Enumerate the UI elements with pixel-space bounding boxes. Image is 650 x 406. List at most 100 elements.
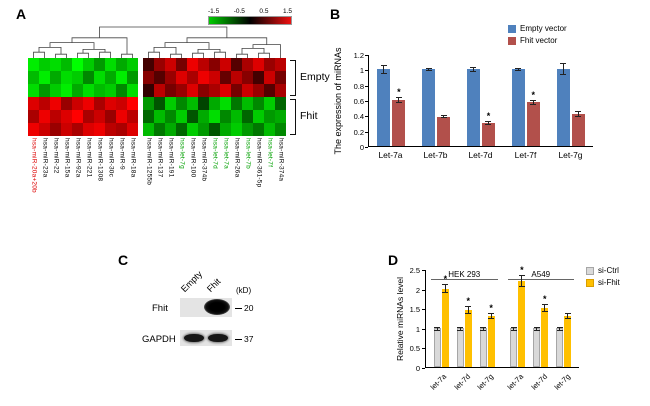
heatmap-cell [72,71,83,84]
bar [433,326,441,367]
error-bar [560,63,567,76]
significance-asterisk: * [443,273,448,284]
bar-group: * [511,55,540,146]
lane-label-empty: Empty [178,268,205,294]
heatmap-cell [50,58,61,71]
bar [511,67,525,146]
bar: * [526,90,540,146]
colorscale-tick: -1.5 [208,8,220,15]
y-tick-label: 1 [415,324,420,334]
heatmap-cell [264,110,275,123]
x-category-label: Let-7g [558,150,583,160]
legend-item: Fhit vector [508,36,567,45]
heatmap-cell [231,110,242,123]
heatmap-cell [28,110,39,123]
y-tick-mark [365,131,368,133]
bar [377,64,391,146]
heatmap-label-slot: hsa-let-7g [176,138,187,193]
heatmap-label-slot: hsa-miR-1255b [143,138,154,193]
x-category-label: let-7g [552,372,573,392]
error-bar [530,100,537,105]
heatmap-cell [242,71,253,84]
heatmap-label-slot: hsa-miR-100 [187,138,198,193]
error-bar [556,326,563,331]
x-category-label: Let-7b [423,150,448,160]
heatmap-cell [105,71,116,84]
b-x-labels: Let-7a Let-7b Let-7d Let-7f Let-7g [368,150,593,160]
heatmap-label-slot: hsa-miR-92a [72,138,83,193]
bar: * [392,87,406,146]
error-bar [515,67,522,71]
marker-20: 20 [235,303,253,313]
heatmap-cell [72,123,83,136]
x-label-group: let-7a let-7d let-7g [502,370,579,398]
heatmap-cell [198,58,209,71]
heatmap-cell [242,97,253,110]
dendrogram-branch [241,48,265,55]
error-bar [533,326,540,331]
heatmap-cell [39,110,50,123]
bar-cluster: * [433,274,449,367]
significance-asterisk: * [466,296,470,307]
heatmap-cell [187,71,198,84]
panel-b-label: B [330,6,341,22]
d-y-tick-labels: 0 0.5 1 1.5 2 2.5 [404,266,422,373]
group-header: A549 [507,270,574,280]
kd-label: (kD) [236,286,252,295]
heatmap-column-label: hsa-miR-374a [277,138,285,182]
d-legend: si-Ctrl si-Fhit [586,266,620,287]
heatmap-cell [143,97,154,110]
bar [422,67,436,146]
heatmap-label-slot: hsa-miR-26a [231,138,242,193]
heatmap-cell [253,84,264,97]
heatmap-cell [187,84,198,97]
heatmap-cell [165,71,176,84]
heatmap-label-slot: hsa-miR-1308 [94,138,105,193]
heatmap-cell [39,123,50,136]
error-bar [425,67,432,71]
heatmap-cell [231,97,242,110]
heatmap-grid [28,58,286,136]
heatmap-label-slot: hsa-let-7a [220,138,231,193]
heatmap-cell [105,84,116,97]
heatmap-cell [220,123,231,136]
heatmap-cell [242,123,253,136]
legend-item: si-Fhit [586,278,620,287]
x-category-label: let-7a [428,372,448,392]
group-header: HEK 293 [431,270,498,280]
heatmap-cell [275,97,286,110]
heatmap-cell [209,58,220,71]
heatmap-column-label: hsa-miR-92a [74,138,82,178]
heatmap-column-label: hsa-miR-374b [200,138,208,182]
bar-cluster: * [479,303,495,367]
bar-group: * [466,55,495,146]
heatmap-cell [94,58,105,71]
bar [456,326,464,367]
heatmap-cell [83,97,94,110]
heatmap-cell [253,123,264,136]
heatmap-cell [61,58,72,71]
colorscale-tick: 1.5 [282,8,292,15]
heatmap-cell [143,123,154,136]
gapdh-blot-box [180,330,232,346]
heatmap-cell [154,97,165,110]
bar-cluster: * [533,294,549,367]
y-tick-label: 0.6 [353,97,364,106]
y-tick-mark [422,309,425,311]
fhit-group-label: Fhit [300,110,318,122]
error-bar [510,326,517,331]
dendrogram-branch [71,37,128,55]
colorscale-tick: 0.5 [259,8,269,15]
error-bar [380,64,387,75]
heatmap-cell [105,58,116,71]
heatmap-cell [50,97,61,110]
d-plot-area: HEK 293 * * * A549 * * [422,265,579,369]
significance-asterisk: * [531,90,536,101]
significance-asterisk: * [397,86,401,97]
heatmap-label-slot: hsa-miR-361-5p [253,138,264,193]
cell-line-group: HEK 293 * * * [426,270,503,367]
marker-tick [235,307,242,309]
significance-asterisk: * [486,110,491,121]
fhit-band-label: Fhit [152,303,168,314]
